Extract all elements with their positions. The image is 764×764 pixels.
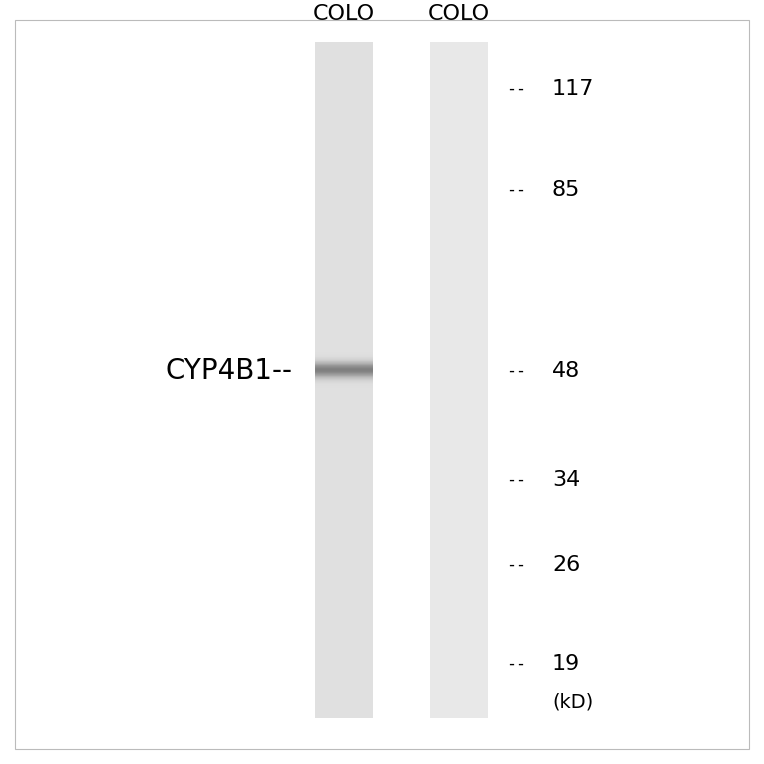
Text: --: -- [506, 555, 526, 574]
Text: 117: 117 [552, 79, 594, 99]
Text: COLO: COLO [427, 5, 490, 24]
Text: (kD): (kD) [552, 692, 593, 711]
Text: --: -- [506, 79, 526, 98]
Text: 85: 85 [552, 180, 581, 199]
Text: 48: 48 [552, 361, 580, 380]
Text: --: -- [506, 361, 526, 380]
Text: 19: 19 [552, 654, 580, 674]
Text: 34: 34 [552, 470, 580, 490]
Text: --: -- [506, 655, 526, 673]
Text: --: -- [506, 471, 526, 489]
Text: CYP4B1--: CYP4B1-- [165, 357, 293, 384]
Text: COLO: COLO [312, 5, 375, 24]
Text: --: -- [506, 181, 526, 199]
Text: 26: 26 [552, 555, 580, 575]
